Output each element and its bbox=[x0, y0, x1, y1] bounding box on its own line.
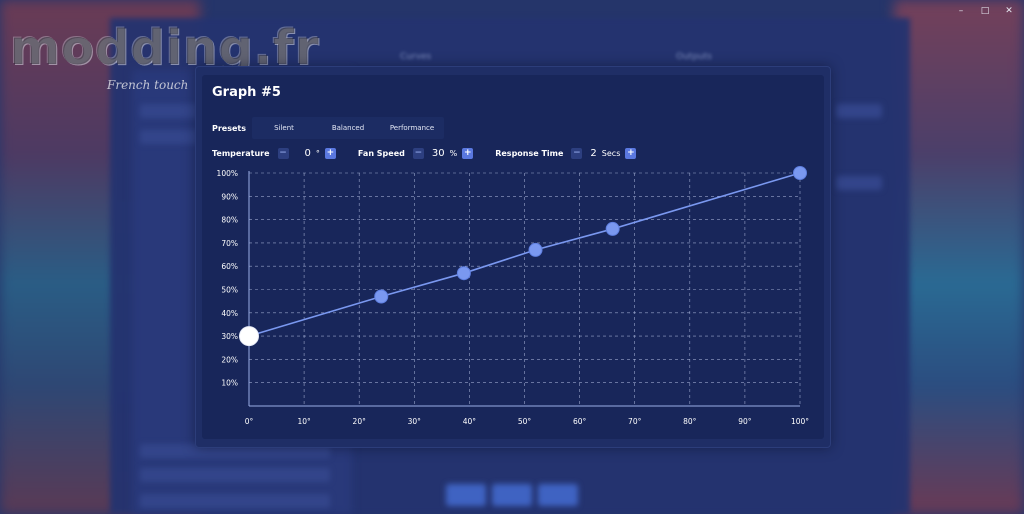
watermark-tagline: French touch bbox=[107, 78, 189, 92]
fan-speed-value[interactable]: 30 bbox=[431, 148, 445, 159]
x-tick-label: 30° bbox=[408, 417, 422, 426]
response-time-increment-button[interactable]: + bbox=[625, 148, 637, 159]
graph-panel: Graph #5 Presets Silent Balanced Perform… bbox=[202, 75, 824, 439]
temperature-increment-button[interactable]: + bbox=[324, 148, 336, 159]
background-row bbox=[836, 104, 882, 118]
curve-point-selected[interactable] bbox=[239, 326, 259, 347]
x-tick-label: 70° bbox=[628, 417, 642, 426]
curve-point[interactable] bbox=[374, 289, 389, 304]
desktop-background-right bbox=[894, 0, 1024, 514]
response-time-label: Response Time bbox=[495, 149, 564, 158]
fan-curve-chart[interactable]: 0° 10° 20° 30° 40° 50° 60° 70° 80° 90° 100°10%20%3… bbox=[202, 75, 824, 439]
curve-point[interactable] bbox=[456, 266, 471, 281]
y-tick-label: 40% bbox=[221, 309, 238, 318]
temperature-decrement-button[interactable]: − bbox=[277, 148, 289, 159]
temperature-label: Temperature bbox=[212, 149, 270, 158]
y-tick-label: 10% bbox=[221, 379, 238, 388]
temperature-unit: ° bbox=[315, 149, 320, 158]
graph-dialog: Graph #5 Presets Silent Balanced Perform… bbox=[195, 66, 831, 448]
curve-point[interactable] bbox=[605, 221, 620, 236]
background-button bbox=[538, 484, 578, 506]
x-tick-label: 40° bbox=[463, 417, 477, 426]
curve-point[interactable] bbox=[793, 166, 807, 180]
y-tick-label: 30% bbox=[221, 332, 238, 341]
background-heading-curves: Curves bbox=[400, 52, 432, 62]
preset-performance[interactable]: Performance bbox=[389, 124, 435, 132]
dialog-title: Graph #5 bbox=[212, 85, 281, 100]
fan-speed-label: Fan Speed bbox=[357, 149, 405, 158]
x-tick-label: 10° bbox=[297, 417, 311, 426]
fan-curve-line bbox=[248, 172, 801, 337]
maximize-button[interactable]: □ bbox=[980, 6, 990, 16]
presets-bar: Presets Silent Balanced Performance bbox=[212, 117, 444, 139]
x-tick-label: 60° bbox=[573, 417, 587, 426]
x-tick-label: 0° bbox=[245, 417, 254, 426]
presets-label: Presets bbox=[212, 123, 247, 133]
x-tick-label: 50° bbox=[518, 417, 532, 426]
preset-balanced[interactable]: Balanced bbox=[331, 124, 365, 132]
minimize-button[interactable]: – bbox=[958, 6, 964, 16]
fan-speed-increment-button[interactable]: + bbox=[462, 148, 474, 159]
background-row bbox=[140, 468, 330, 482]
background-button bbox=[492, 484, 532, 506]
x-tick-label: 90° bbox=[738, 417, 752, 426]
response-time-decrement-button[interactable]: − bbox=[571, 148, 583, 159]
preset-tabs: Silent Balanced Performance bbox=[252, 117, 444, 139]
response-time-value[interactable]: 2 bbox=[590, 148, 597, 159]
y-tick-label: 50% bbox=[221, 286, 238, 295]
y-tick-label: 60% bbox=[221, 262, 238, 271]
x-tick-label: 20° bbox=[353, 417, 367, 426]
window-controls: – □ ✕ bbox=[952, 4, 1018, 18]
close-button[interactable]: ✕ bbox=[1005, 6, 1013, 16]
y-tick-label: 20% bbox=[221, 355, 238, 364]
curve-point[interactable] bbox=[528, 242, 543, 257]
background-row bbox=[836, 176, 882, 190]
x-tick-label: 100° bbox=[791, 417, 809, 426]
preset-silent[interactable]: Silent bbox=[274, 124, 294, 132]
temperature-value[interactable]: 0 bbox=[304, 148, 311, 159]
y-tick-label: 90% bbox=[221, 192, 238, 201]
point-controls: Temperature − 0 ° + Fan Speed − 30 % + R… bbox=[212, 148, 637, 159]
fan-speed-decrement-button[interactable]: − bbox=[412, 148, 424, 159]
y-tick-label: 100% bbox=[217, 169, 238, 178]
background-button bbox=[446, 484, 486, 506]
background-row bbox=[140, 494, 330, 508]
background-heading-outputs: Outputs bbox=[676, 52, 712, 62]
y-tick-label: 80% bbox=[221, 216, 238, 225]
y-tick-label: 70% bbox=[221, 239, 238, 248]
fan-speed-unit: % bbox=[449, 149, 458, 158]
x-tick-label: 80° bbox=[683, 417, 697, 426]
response-time-unit: Secs bbox=[601, 149, 621, 158]
